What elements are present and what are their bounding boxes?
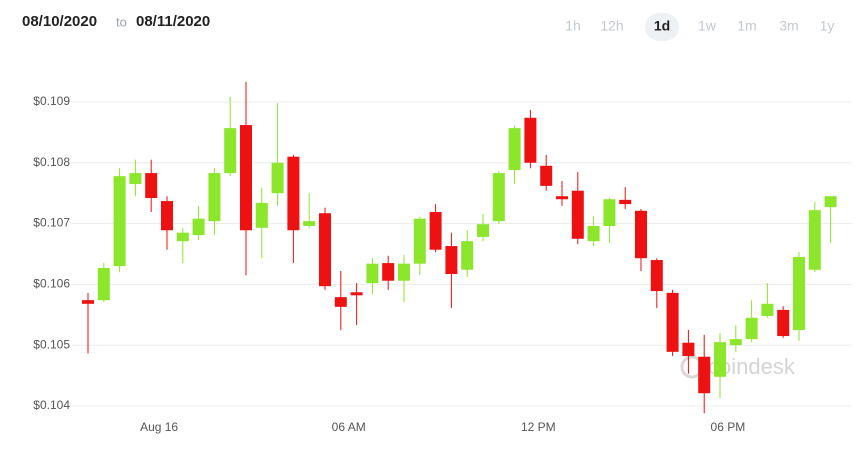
candle-body <box>666 292 679 352</box>
candle-body <box>161 201 173 231</box>
candle-body <box>492 173 505 222</box>
y-tick-label: $0.109 <box>33 94 70 108</box>
y-tick-label: $0.105 <box>33 337 70 351</box>
candles <box>82 81 837 414</box>
candle-body <box>461 241 474 270</box>
candle-body <box>777 309 790 337</box>
candle-body <box>271 162 284 194</box>
range-button[interactable]: 1d <box>654 18 670 34</box>
x-tick-label: 06 AM <box>332 420 366 434</box>
candle-body <box>619 199 632 205</box>
range-button[interactable]: 1m <box>737 18 756 34</box>
candle-body <box>129 173 142 185</box>
range-button[interactable]: 1h <box>565 18 581 34</box>
candle-body <box>97 267 110 301</box>
candle-body <box>682 342 695 357</box>
range-button[interactable]: 12h <box>600 18 623 34</box>
date-separator: to <box>116 14 127 29</box>
candle-body <box>398 263 410 281</box>
candle-body <box>255 202 268 228</box>
candle-body <box>413 218 426 264</box>
candle-body <box>145 173 158 199</box>
x-tick-label: 12 PM <box>521 420 556 434</box>
candle-body <box>445 246 458 275</box>
candle-body <box>714 342 726 377</box>
y-tick-label: $0.106 <box>33 277 70 291</box>
y-tick-label: $0.108 <box>33 155 70 169</box>
date-from[interactable]: 08/10/2020 <box>22 13 97 30</box>
candle-body <box>745 317 758 340</box>
candle-body <box>350 292 363 296</box>
candle-body <box>224 128 237 174</box>
candle-body <box>571 190 584 239</box>
candle-body <box>429 212 442 250</box>
candle-body <box>524 117 537 163</box>
y-tick-label: $0.104 <box>33 398 70 412</box>
candle-body <box>240 125 252 231</box>
candle-body <box>824 196 837 208</box>
grid: $0.104 $0.105 $0.106 $0.107 $0.108 $0.109 Aug … <box>33 94 852 434</box>
candle-body <box>729 339 742 346</box>
candle-body <box>366 263 379 284</box>
candle-body <box>761 303 774 316</box>
candle-body <box>82 300 94 304</box>
candle-body <box>603 199 616 226</box>
x-tick-label: Aug 16 <box>140 420 178 434</box>
candle-body <box>192 218 205 236</box>
x-tick-label: 06 PM <box>711 420 746 434</box>
candle-body <box>334 297 347 307</box>
candle-body <box>587 225 600 242</box>
candle-body <box>382 263 395 281</box>
range-selector: 1h 12h 1d 1w 1m 3m 1y <box>565 13 834 41</box>
candle-body <box>319 213 331 287</box>
candle-body <box>650 260 663 292</box>
date-to[interactable]: 08/11/2020 <box>136 13 210 30</box>
candle-body <box>176 232 189 242</box>
candle-body <box>808 210 821 270</box>
candle-body <box>540 165 553 186</box>
candle-body <box>208 173 221 222</box>
candle-body <box>698 356 711 394</box>
range-button[interactable]: 1w <box>698 18 717 34</box>
candle-body <box>508 128 521 171</box>
candle-body <box>113 176 126 267</box>
y-tick-label: $0.107 <box>33 216 70 230</box>
candle-body <box>556 196 568 200</box>
range-active-bg <box>645 13 679 41</box>
candle-body <box>635 210 647 259</box>
candle-body <box>303 221 316 226</box>
candle-body <box>287 156 300 231</box>
range-button[interactable]: 1y <box>820 18 835 34</box>
candle-body <box>793 257 805 330</box>
candle-body <box>477 224 489 237</box>
range-button[interactable]: 3m <box>779 18 798 34</box>
